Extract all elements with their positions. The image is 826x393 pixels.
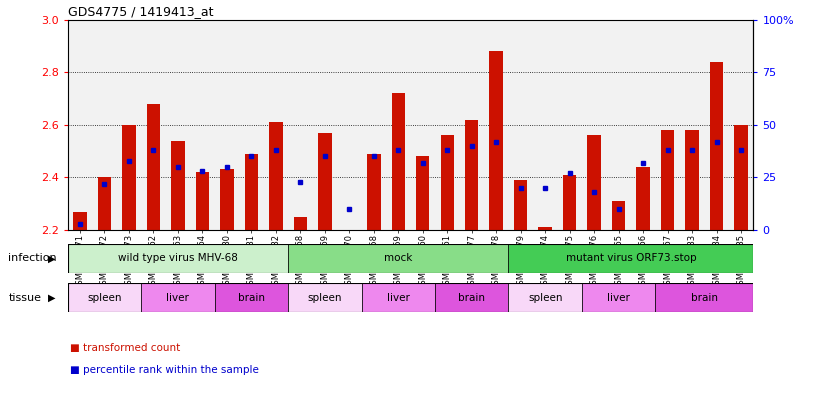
Bar — [563, 175, 577, 230]
Bar — [288, 244, 509, 273]
Text: mock: mock — [384, 253, 412, 263]
Bar — [392, 93, 405, 230]
Bar — [710, 62, 724, 230]
Text: liver: liver — [167, 293, 189, 303]
Bar — [509, 283, 582, 312]
Bar — [465, 119, 478, 230]
Bar — [734, 125, 748, 230]
Text: infection: infection — [8, 253, 57, 263]
Bar — [141, 283, 215, 312]
Bar — [147, 104, 160, 230]
Bar — [244, 154, 258, 230]
Text: spleen: spleen — [528, 293, 563, 303]
Text: tissue: tissue — [8, 293, 41, 303]
Text: mutant virus ORF73.stop: mutant virus ORF73.stop — [566, 253, 696, 263]
Bar — [215, 283, 288, 312]
Bar — [539, 227, 552, 230]
Text: liver: liver — [387, 293, 410, 303]
Bar — [269, 122, 282, 230]
Bar — [318, 133, 331, 230]
Text: ■ percentile rank within the sample: ■ percentile rank within the sample — [70, 365, 259, 375]
Bar — [68, 244, 288, 273]
Bar — [636, 167, 650, 230]
Bar — [362, 283, 435, 312]
Bar — [288, 283, 362, 312]
Text: ▶: ▶ — [48, 293, 55, 303]
Bar — [97, 177, 112, 230]
Text: GDS4775 / 1419413_at: GDS4775 / 1419413_at — [68, 6, 213, 18]
Bar — [509, 244, 753, 273]
Bar — [122, 125, 135, 230]
Bar — [587, 135, 601, 230]
Bar — [68, 283, 141, 312]
Bar — [440, 135, 454, 230]
Text: ▶: ▶ — [48, 253, 55, 263]
Bar — [655, 283, 753, 312]
Bar — [196, 172, 209, 230]
Bar — [171, 141, 185, 230]
Bar — [435, 283, 509, 312]
Bar — [661, 130, 674, 230]
Text: wild type virus MHV-68: wild type virus MHV-68 — [118, 253, 238, 263]
Text: brain: brain — [238, 293, 265, 303]
Bar — [490, 51, 503, 230]
Text: spleen: spleen — [307, 293, 342, 303]
Text: brain: brain — [691, 293, 718, 303]
Bar — [416, 156, 430, 230]
Text: liver: liver — [607, 293, 630, 303]
Text: ■ transformed count: ■ transformed count — [70, 343, 180, 353]
Text: brain: brain — [458, 293, 485, 303]
Text: spleen: spleen — [88, 293, 121, 303]
Bar — [686, 130, 699, 230]
Bar — [612, 201, 625, 230]
Bar — [514, 180, 528, 230]
Bar — [221, 169, 234, 230]
Bar — [582, 283, 655, 312]
Bar — [74, 211, 87, 230]
Bar — [367, 154, 381, 230]
Bar — [293, 217, 307, 230]
